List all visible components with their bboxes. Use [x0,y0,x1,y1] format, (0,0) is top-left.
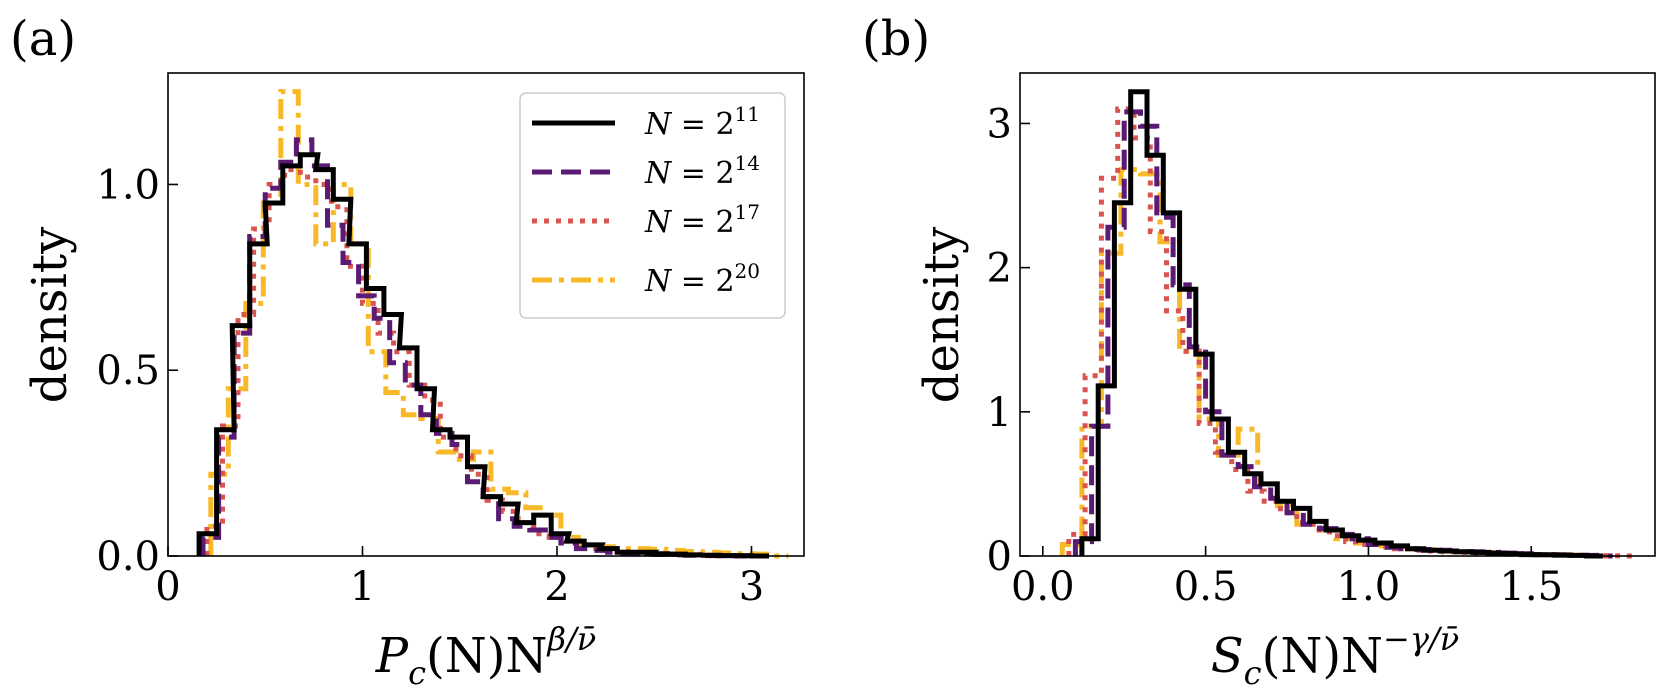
panel-a-ytick-label: 1.0 [96,162,160,208]
panel-b-axes-frame [1019,72,1656,557]
panel-b-xtick-label: 0.0 [1011,564,1075,610]
panel-a-xtick-label: 3 [739,564,764,610]
legend-label-n20: N = 220 [644,259,760,299]
panel-a-xlabel: Pc(N)Nβ/ν̄ [375,620,596,692]
panel-a-ticks: 0 1 2 3 0.0 0.5 1.0 [96,162,764,610]
panel-a-histogram-n11 [196,152,769,559]
panel-a-axes-frame [167,72,805,557]
panel-b-ytick-label: 3 [987,101,1012,147]
panel-a-histogram-n20 [208,89,789,559]
legend-box [519,92,786,319]
panel-a-xtick-label: 0 [155,564,180,610]
panel-a: (a) 0 1 2 3 0.0 0.5 1.0 density Pc(N)Nβ/ν̄ N =… [10,11,805,692]
legend-label-n14: N = 214 [644,151,760,191]
legend-entry-n11: N = 211 [532,102,760,142]
legend-entry-n14: N = 214 [532,151,760,191]
panel-a-histograms [196,89,789,559]
panel-b-ticks: 0.0 0.5 1.0 1.5 0 1 2 3 [987,101,1564,610]
panel-a-xtick-label: 2 [544,564,569,610]
panel-a-label: (a) [10,11,76,67]
legend-entry-n20: N = 220 [532,259,760,299]
legend-entry-n17: N = 217 [532,200,760,240]
panel-b-ytick-label: 0 [987,534,1012,580]
panel-b-ytick-label: 1 [987,390,1012,436]
panel-b-histogram-n20 [1059,167,1610,559]
legend-label-n11: N = 211 [644,102,760,142]
panel-b-histograms [1059,89,1639,559]
panel-b-histogram-n14 [1072,109,1613,559]
panel-b-ylabel: density [914,227,970,403]
panel-a-ytick-label: 0.0 [96,534,160,580]
panel-b-xtick-label: 1.0 [1337,564,1401,610]
panel-b-histogram-n11 [1079,89,1603,559]
panel-b-label: (b) [862,11,930,67]
panel-b: (b) 0.0 0.5 1.0 1.5 0 1 2 3 density Sc(N)N−γ/ν̄ [862,11,1656,692]
legend-label-n17: N = 217 [644,200,760,240]
panel-a-ylabel: density [22,227,78,403]
panel-b-xtick-label: 0.5 [1174,564,1238,610]
panel-b-xtick-label: 1.5 [1499,564,1563,610]
panel-b-ytick-label: 2 [987,246,1012,292]
panel-b-histogram-n17 [1066,106,1639,559]
panel-a-ytick-label: 0.5 [96,348,160,394]
panel-a-xtick-label: 1 [350,564,375,610]
legend: N = 211 N = 214 N = 217 N = 220 [519,92,786,319]
panel-b-xlabel: Sc(N)N−γ/ν̄ [1211,620,1459,692]
